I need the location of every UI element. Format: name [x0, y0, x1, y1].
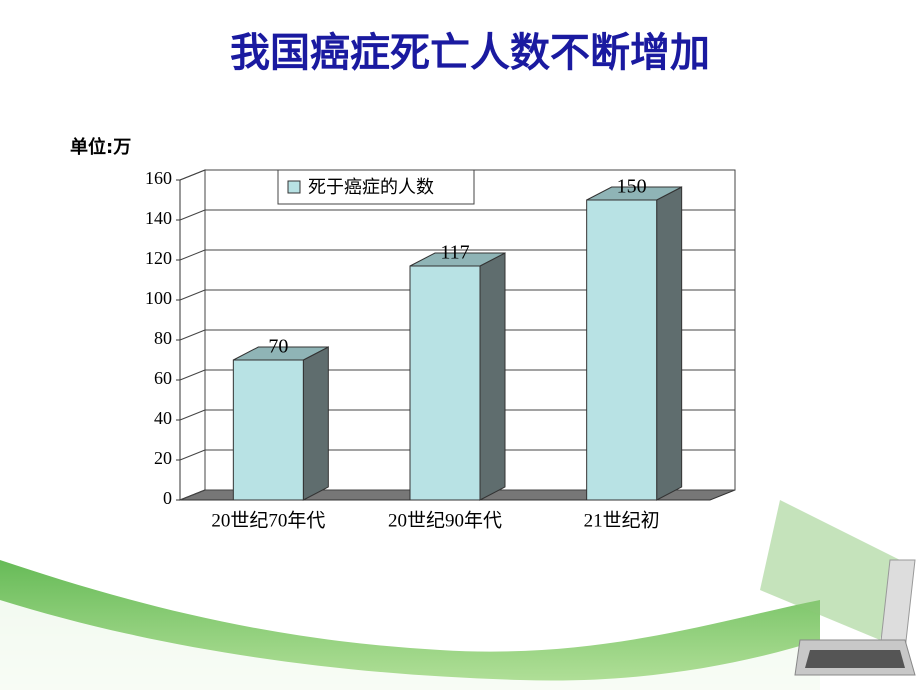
value-label: 70: [268, 336, 288, 358]
grid-line-side: [179, 169, 206, 181]
y-tick-label: 40: [154, 408, 172, 428]
value-label: 150: [617, 176, 647, 198]
wave-highlight: [0, 600, 820, 690]
chart-title: 我国癌症死亡人数不断增加: [230, 30, 710, 76]
y-tick-label: 120: [145, 248, 172, 268]
y-tick-label: 0: [163, 488, 172, 508]
grid-line-side: [179, 409, 206, 421]
legend: 死于癌症的人数: [277, 169, 475, 205]
bar: [232, 359, 304, 501]
laptop-illustration: [760, 500, 916, 676]
legend-label: 死于癌症的人数: [308, 177, 434, 198]
grid-line-side: [179, 249, 206, 261]
x-tick-label: 21世纪初: [584, 509, 660, 531]
unit-label: 单位:万: [70, 136, 131, 158]
bar-side: [656, 186, 683, 501]
y-tick-label: 20: [154, 448, 172, 468]
y-tick-label: 100: [145, 288, 172, 308]
bar-side: [302, 346, 329, 501]
y-tick-label: 160: [145, 168, 172, 188]
grid-line-side: [179, 449, 206, 461]
legend-swatch: [287, 180, 301, 194]
bar: [586, 199, 658, 501]
grid-line-side: [179, 369, 206, 381]
y-tick-label: 60: [154, 368, 172, 388]
grid-line-side: [179, 209, 206, 221]
x-tick-label: 20世纪70年代: [211, 509, 325, 531]
y-tick-label: 140: [145, 208, 172, 228]
bar: [409, 265, 481, 501]
grid-line-side: [179, 489, 206, 501]
grid-line-side: [179, 329, 206, 341]
grid-line-side: [179, 289, 206, 301]
legend-box: [277, 169, 475, 205]
value-label: 117: [440, 242, 469, 264]
y-tick-label: 80: [154, 328, 172, 348]
x-tick-label: 20世纪90年代: [388, 509, 502, 531]
bar-side: [479, 252, 506, 501]
bars: 70 117 150: [232, 176, 683, 501]
